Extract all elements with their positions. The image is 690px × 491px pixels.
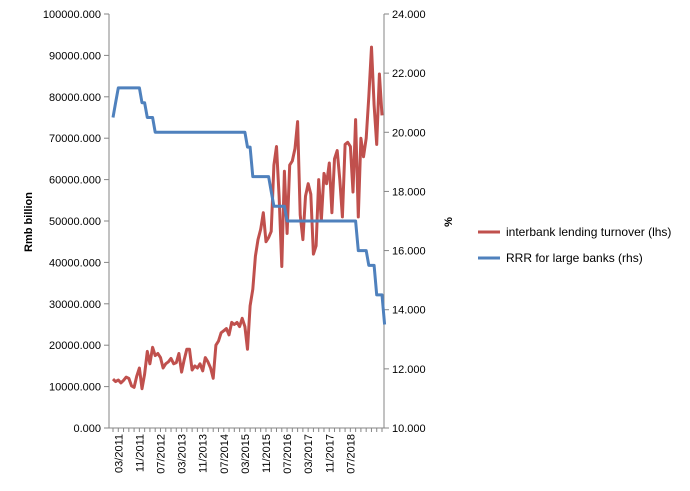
- right-tick-label: 10.000: [392, 423, 426, 435]
- series-lending-line: [111, 45, 384, 391]
- right-tick-label: 12.000: [392, 364, 426, 376]
- x-tick-label: 11/2017: [324, 434, 336, 473]
- x-tick-label: 11/2013: [198, 434, 210, 473]
- x-tick-label: 07/2016: [282, 434, 294, 474]
- left-tick-label: 70000.000: [49, 133, 101, 145]
- left-tick-label: 60000.000: [49, 175, 101, 187]
- left-tick-label: 0.000: [73, 423, 101, 435]
- right-axis: 10.000 12.000 14.000 16.000 18.000 20.000 22.0…: [384, 9, 426, 435]
- series-group: [111, 45, 387, 391]
- left-tick-label: 30000.000: [49, 299, 101, 311]
- series-rrr-line: [111, 86, 387, 325]
- x-tick-label: 07/2014: [219, 434, 231, 474]
- left-tick-label: 10000.000: [49, 382, 101, 394]
- x-tick-label: 03/2011: [113, 434, 125, 473]
- right-tick-label: 20.000: [392, 127, 426, 139]
- left-tick-label: 50000.000: [49, 216, 101, 228]
- left-tick-label: 90000.000: [49, 50, 101, 62]
- x-tick-label: 03/2017: [303, 434, 315, 474]
- right-tick-label: 24.000: [392, 9, 426, 21]
- right-tick-label: 16.000: [392, 246, 426, 258]
- left-axis: 0.000 10000.000 20000.000 30000.000 40000.00…: [43, 9, 109, 435]
- x-tick-label: 11/2011: [134, 434, 146, 472]
- legend: interbank lending turnover (lhs) RRR for…: [478, 225, 671, 265]
- right-tick-label: 22.000: [392, 68, 426, 80]
- right-axis-title: %: [443, 217, 455, 227]
- x-axis: 03/2011 11/2011 07/2012 03/2013 11/2013 07/20…: [112, 428, 383, 474]
- left-tick-label: 100000.000: [43, 9, 101, 21]
- right-tick-label: 14.000: [392, 305, 426, 317]
- x-tick-label: 03/2013: [177, 434, 189, 474]
- x-tick-label: 11/2015: [261, 434, 273, 473]
- x-tick-label: 07/2012: [155, 434, 167, 474]
- left-tick-label: 40000.000: [49, 257, 101, 269]
- left-tick-label: 80000.000: [49, 92, 101, 104]
- left-tick-label: 20000.000: [49, 340, 101, 352]
- legend-label-rrr: RRR for large banks (rhs): [506, 251, 643, 265]
- x-tick-label: 07/2018: [345, 434, 357, 474]
- left-axis-title: Rmb billion: [23, 192, 35, 252]
- legend-label-lending: interbank lending turnover (lhs): [506, 225, 671, 239]
- x-tick-label: 03/2015: [240, 434, 252, 474]
- right-tick-label: 18.000: [392, 186, 426, 198]
